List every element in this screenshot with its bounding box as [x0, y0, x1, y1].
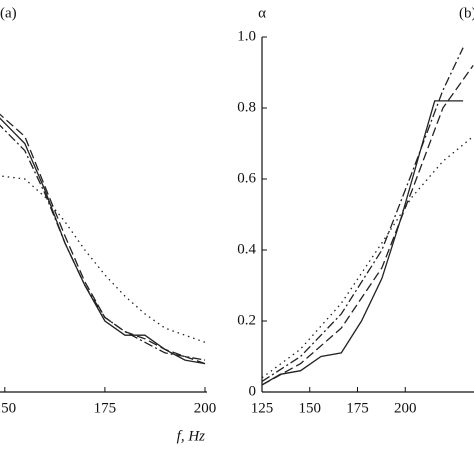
- curve: [261, 135, 474, 379]
- curve: [261, 100, 464, 386]
- x-tick-label: 125: [251, 400, 274, 416]
- panel-label: (a): [0, 5, 17, 21]
- y-tick-label: 0: [249, 383, 257, 399]
- x-tick-label: 150: [298, 400, 321, 416]
- x-axis-label: f, Hz: [177, 428, 206, 444]
- curve: [0, 124, 206, 361]
- curve: [261, 65, 474, 386]
- x-tick-label: 200: [194, 400, 217, 416]
- y-axis-label: α: [258, 5, 266, 21]
- panel-label: (b): [459, 5, 474, 21]
- x-tick-label: 175: [346, 400, 369, 416]
- x-tick-label: 200: [394, 400, 417, 416]
- curve: [0, 113, 206, 365]
- y-tick-label: 0.4: [237, 241, 256, 257]
- y-tick-label: 0.8: [237, 99, 256, 115]
- x-tick-label: 175: [94, 400, 117, 416]
- y-tick-label: 1.0: [237, 28, 256, 44]
- curve: [261, 47, 464, 382]
- curve: [0, 117, 206, 365]
- y-tick-label: 0.6: [237, 170, 256, 186]
- x-tick-label: 150: [0, 400, 16, 416]
- y-tick-label: 0.2: [237, 312, 256, 328]
